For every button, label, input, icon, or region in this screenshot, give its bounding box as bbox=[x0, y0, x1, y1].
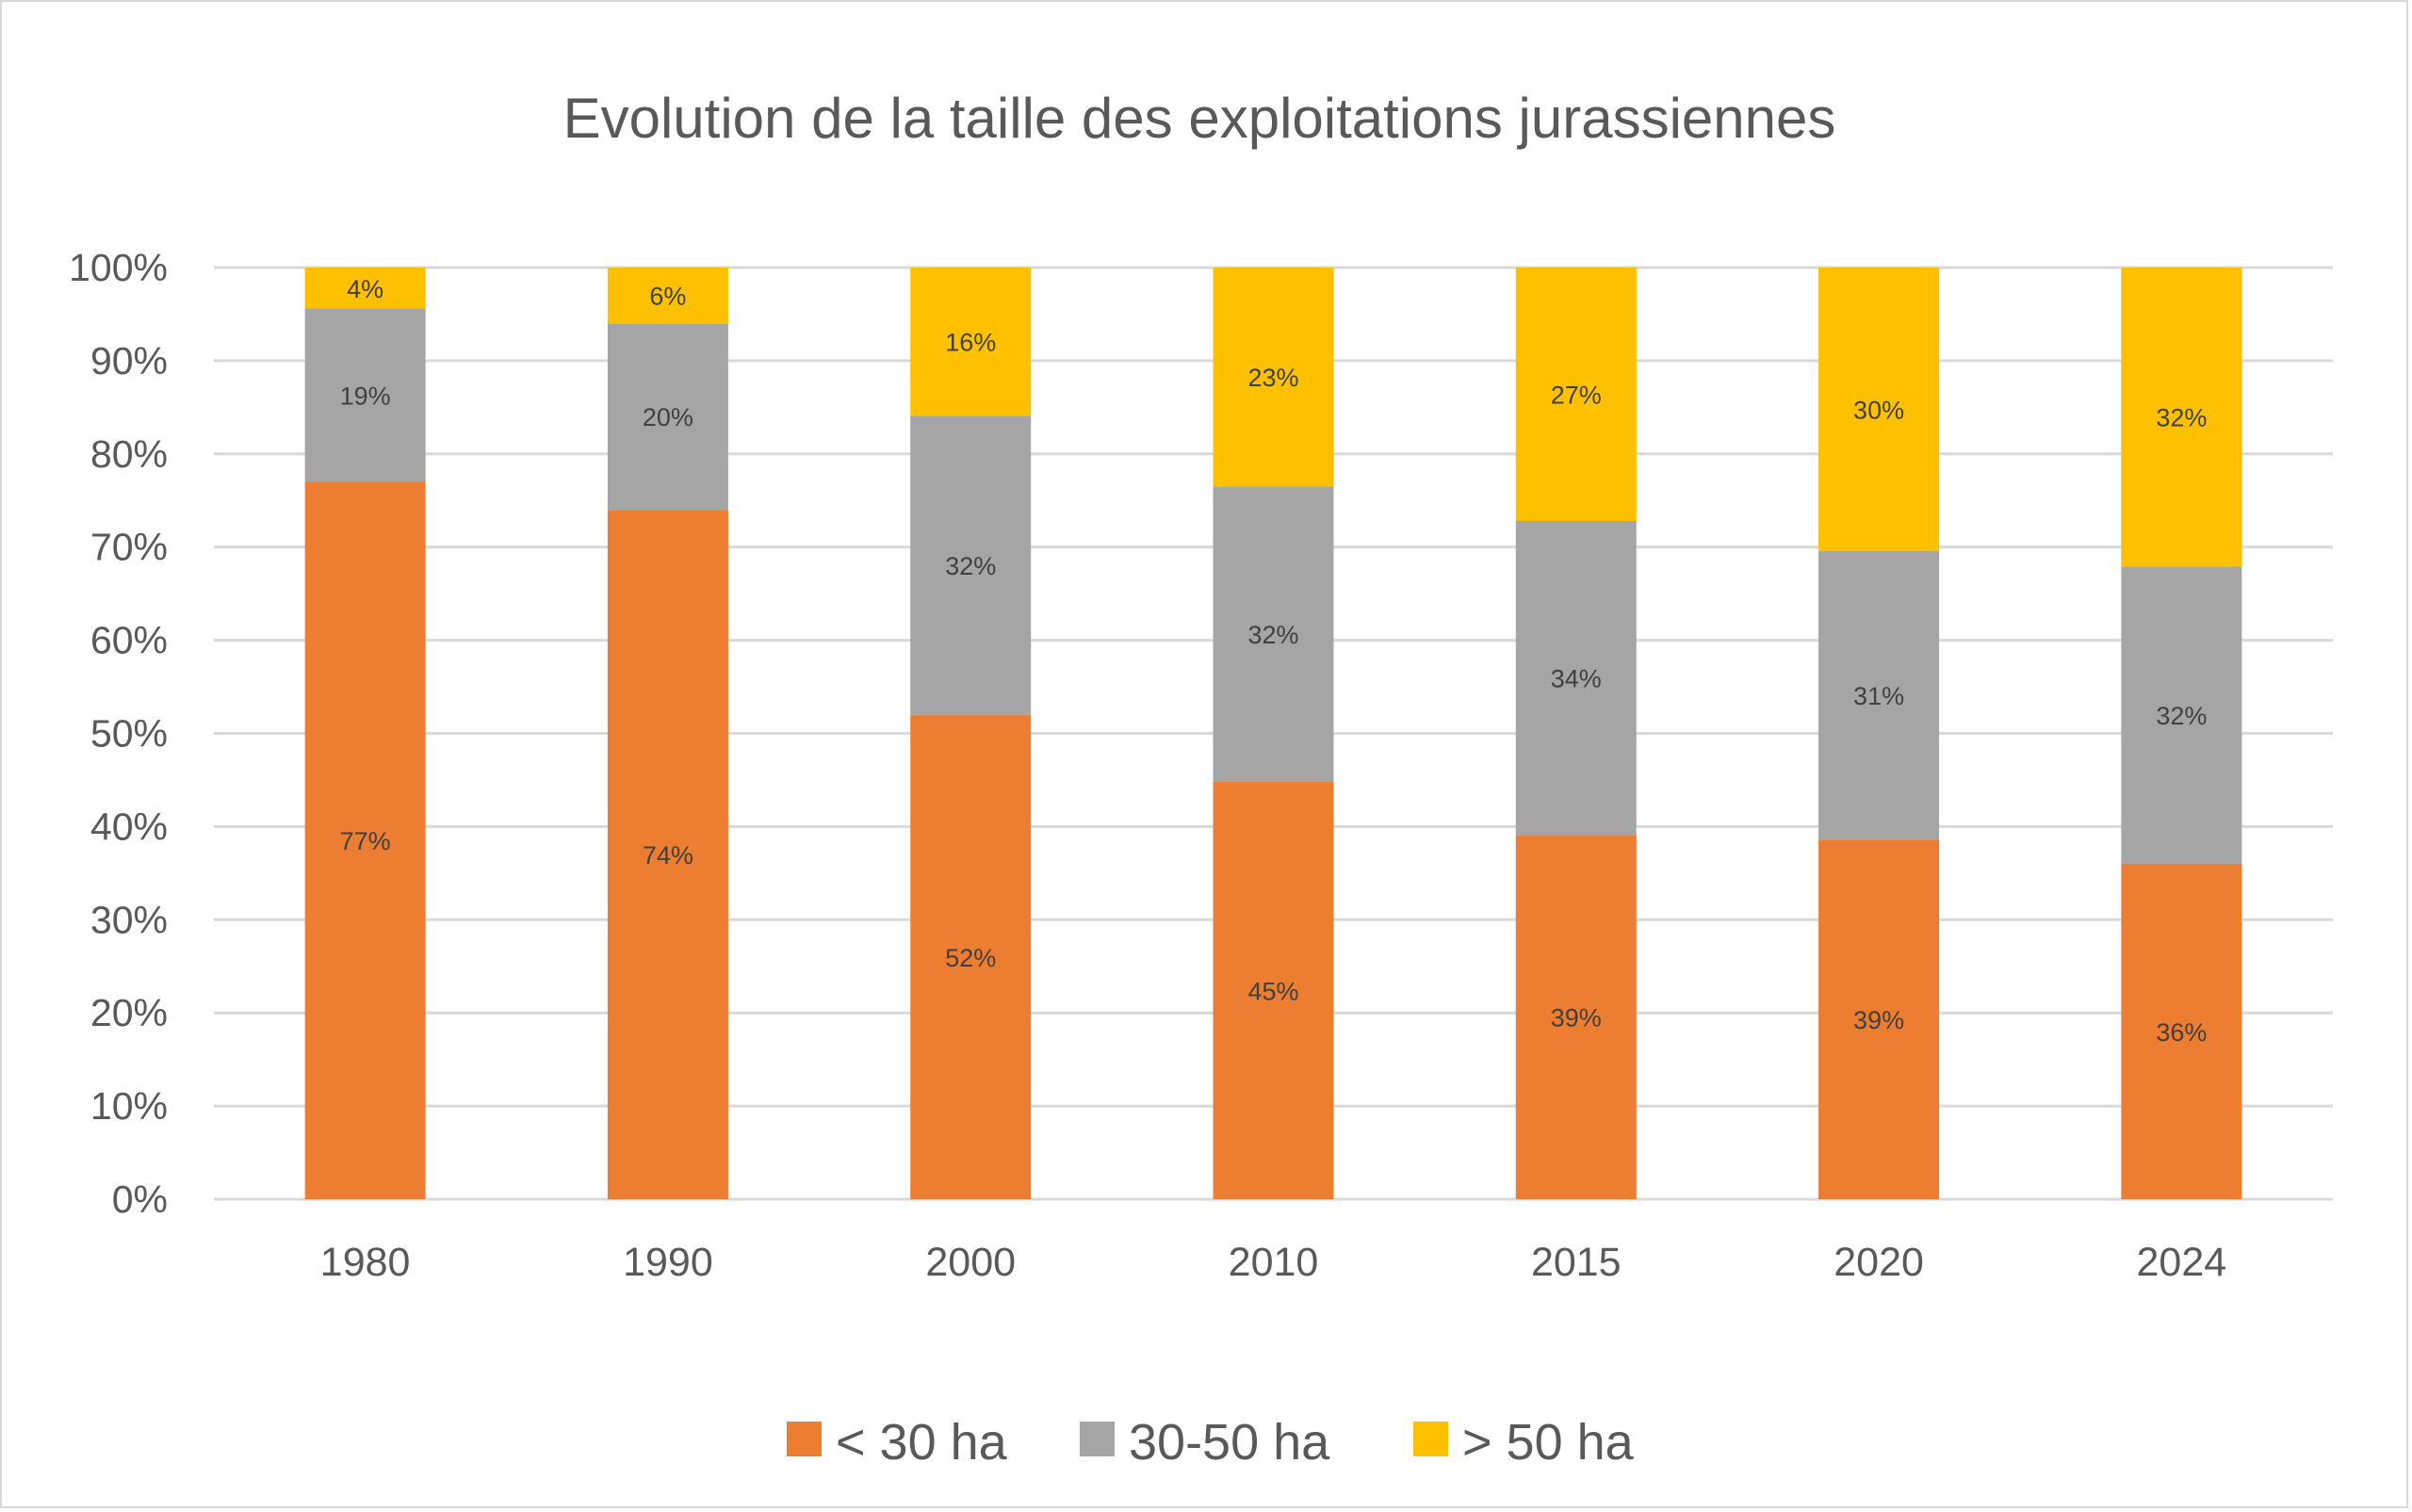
bar-segment bbox=[304, 308, 426, 482]
x-tick-label: 1990 bbox=[623, 1240, 713, 1285]
bar-segment bbox=[910, 714, 1032, 1199]
data-label: 30% bbox=[1853, 396, 1904, 424]
bar-segment bbox=[1515, 521, 1637, 836]
data-label: 32% bbox=[1247, 621, 1298, 649]
data-label: 19% bbox=[340, 382, 391, 410]
bar-segment bbox=[1818, 839, 1940, 1199]
data-label: 36% bbox=[2156, 1018, 2207, 1047]
bar-segment bbox=[2121, 566, 2242, 864]
data-label: 27% bbox=[1551, 382, 1602, 410]
bar-segment bbox=[304, 481, 426, 1200]
bar-segment bbox=[2121, 863, 2242, 1199]
x-tick-label: 2015 bbox=[1531, 1240, 1622, 1285]
bar-segment bbox=[1818, 268, 1940, 551]
y-tick-label: 80% bbox=[90, 432, 168, 476]
x-tick-label: 2024 bbox=[2137, 1240, 2227, 1285]
legend-swatch bbox=[787, 1422, 822, 1456]
data-label: 77% bbox=[340, 827, 391, 855]
legend-label: 30-50 ha bbox=[1129, 1414, 1330, 1471]
data-label: 74% bbox=[643, 841, 693, 870]
bar-segment bbox=[910, 268, 1032, 416]
y-tick-label: 30% bbox=[90, 898, 168, 941]
data-label: 34% bbox=[1551, 665, 1602, 693]
chart-title: Evolution de la taille des exploitations… bbox=[563, 87, 1836, 150]
bar-segment bbox=[2121, 268, 2242, 567]
legend-swatch bbox=[1080, 1422, 1115, 1456]
data-label: 32% bbox=[2156, 404, 2207, 432]
bar-segment bbox=[607, 323, 728, 511]
bar-segment bbox=[1515, 835, 1637, 1199]
data-label: 39% bbox=[1551, 1004, 1602, 1032]
data-label: 45% bbox=[1247, 977, 1298, 1005]
bar-segment bbox=[1213, 268, 1334, 487]
y-axis-ticks: 0% 10% 20% 30% 40% 50% 60% 70% 80% 90% 100% bbox=[69, 246, 168, 1221]
y-tick-label: 90% bbox=[90, 339, 168, 382]
bar-segment bbox=[1213, 781, 1334, 1199]
x-tick-label: 2020 bbox=[1833, 1240, 1924, 1285]
y-tick-label: 20% bbox=[90, 991, 168, 1034]
legend-label: < 30 ha bbox=[836, 1414, 1008, 1471]
bar-segment bbox=[607, 268, 728, 324]
y-tick-label: 40% bbox=[90, 805, 168, 848]
bar-segment bbox=[304, 268, 426, 309]
data-label: 52% bbox=[945, 944, 996, 972]
y-tick-label: 70% bbox=[90, 526, 168, 569]
bar-segment bbox=[910, 415, 1032, 715]
x-axis-ticks: 1980 1990 2000 2010 2015 2020 2024 bbox=[320, 1240, 2226, 1285]
data-label: 32% bbox=[2156, 702, 2207, 730]
y-tick-label: 50% bbox=[90, 712, 168, 756]
bars bbox=[304, 268, 2242, 1200]
y-tick-label: 0% bbox=[112, 1178, 168, 1221]
bar-segment bbox=[1515, 268, 1637, 522]
bar-segment bbox=[1818, 550, 1940, 840]
y-tick-label: 100% bbox=[69, 246, 168, 289]
x-tick-label: 2000 bbox=[925, 1240, 1016, 1285]
data-label: 39% bbox=[1853, 1006, 1904, 1034]
data-labels: 77% 19% 4% 74% 20% 6% 52% 32% 16% 45% 32% 23% 39% 34%… bbox=[340, 275, 2208, 1047]
bar-segment bbox=[1213, 486, 1334, 782]
x-tick-label: 1980 bbox=[320, 1240, 411, 1285]
data-label: 31% bbox=[1853, 682, 1904, 710]
legend-label: > 50 ha bbox=[1462, 1414, 1635, 1471]
data-label: 20% bbox=[643, 403, 693, 431]
data-label: 16% bbox=[945, 329, 996, 357]
data-label: 23% bbox=[1247, 364, 1298, 392]
legend: < 30 ha 30-50 ha > 50 ha bbox=[787, 1414, 1635, 1471]
x-tick-label: 2010 bbox=[1229, 1240, 1319, 1285]
y-tick-label: 10% bbox=[90, 1084, 168, 1128]
data-label: 32% bbox=[945, 552, 996, 580]
data-label: 6% bbox=[649, 283, 686, 311]
bar-segment bbox=[607, 510, 728, 1199]
data-label: 4% bbox=[347, 275, 383, 303]
legend-swatch bbox=[1413, 1422, 1448, 1456]
y-tick-label: 60% bbox=[90, 619, 168, 662]
